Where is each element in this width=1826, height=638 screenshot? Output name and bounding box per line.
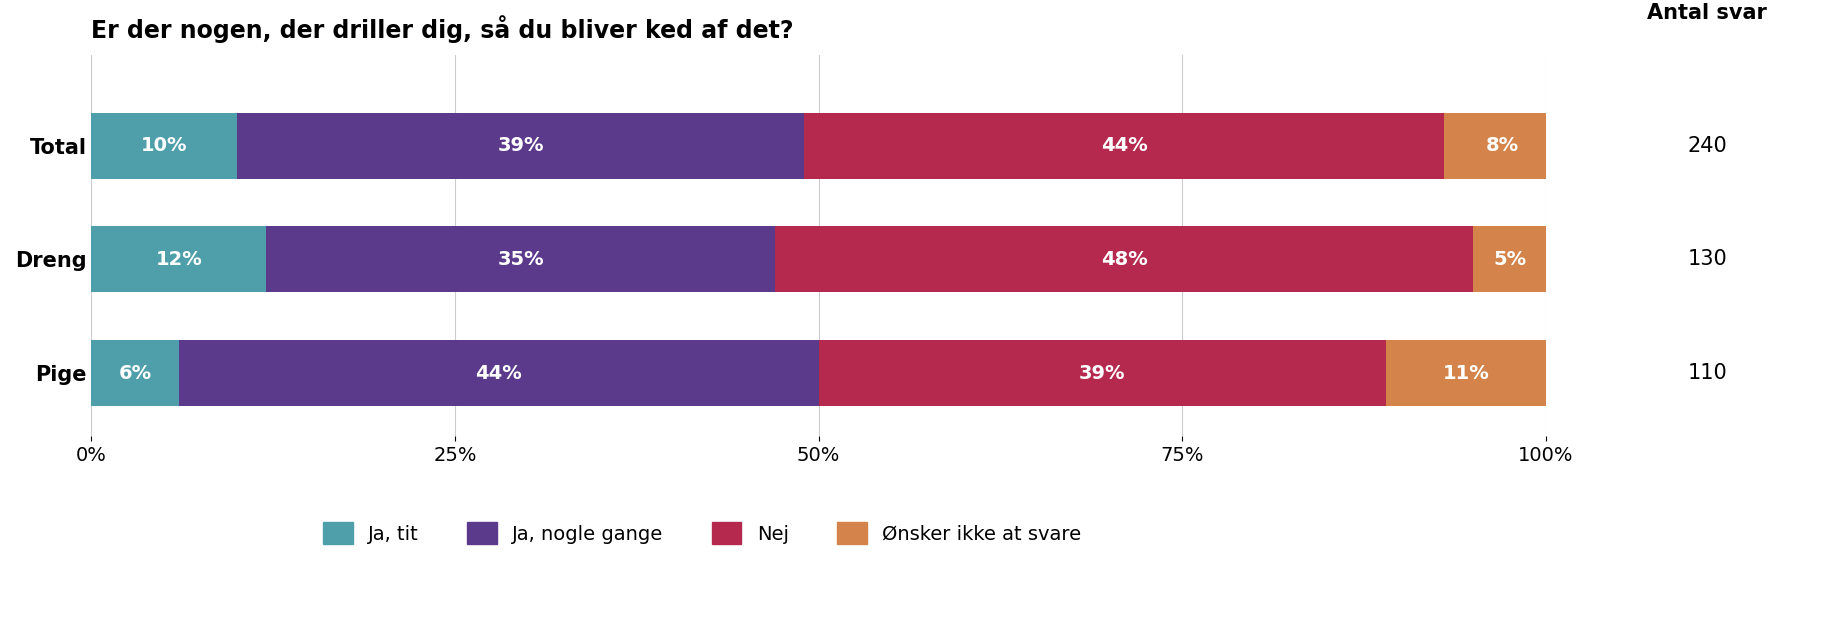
Text: 39%: 39% [497,136,544,155]
Text: 44%: 44% [475,364,522,383]
Text: 6%: 6% [119,364,152,383]
Bar [803,112,1444,179]
Text: 35%: 35% [497,250,544,269]
Bar [1444,112,1561,179]
Text: Antal svar: Antal svar [1647,3,1768,22]
Text: 10%: 10% [141,136,188,155]
Bar [91,226,267,292]
Text: 240: 240 [1687,136,1727,156]
Text: 48%: 48% [1101,250,1147,269]
Text: 44%: 44% [1101,136,1147,155]
Bar [774,226,1474,292]
Bar [818,340,1386,406]
Text: 130: 130 [1687,249,1727,269]
Text: Er der nogen, der driller dig, så du bliver ked af det?: Er der nogen, der driller dig, så du bli… [91,15,794,43]
Text: 12%: 12% [155,250,203,269]
Bar [267,226,774,292]
Bar [91,112,237,179]
Text: 110: 110 [1687,363,1727,383]
Text: 8%: 8% [1486,136,1519,155]
Bar [1474,226,1547,292]
Text: 11%: 11% [1443,364,1490,383]
Text: 5%: 5% [1494,250,1527,269]
Bar [1386,340,1547,406]
Bar [91,340,179,406]
Text: 39%: 39% [1079,364,1125,383]
Legend: Ja, tit, Ja, nogle gange, Nej, Ønsker ikke at svare: Ja, tit, Ja, nogle gange, Nej, Ønsker ik… [316,514,1088,552]
Bar [237,112,803,179]
Bar [179,340,818,406]
